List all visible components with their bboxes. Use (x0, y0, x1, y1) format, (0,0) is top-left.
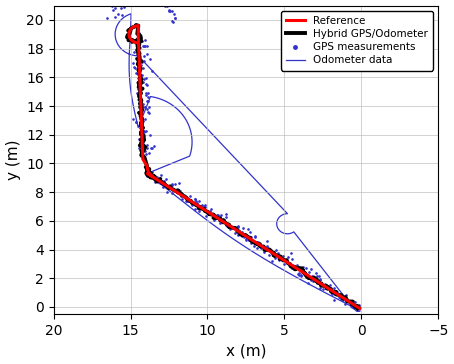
Legend: Reference, Hybrid GPS/Odometer, GPS measurements, Odometer data: Reference, Hybrid GPS/Odometer, GPS meas… (281, 11, 433, 71)
X-axis label: x (m): x (m) (226, 344, 266, 359)
Y-axis label: y (m): y (m) (5, 140, 20, 180)
